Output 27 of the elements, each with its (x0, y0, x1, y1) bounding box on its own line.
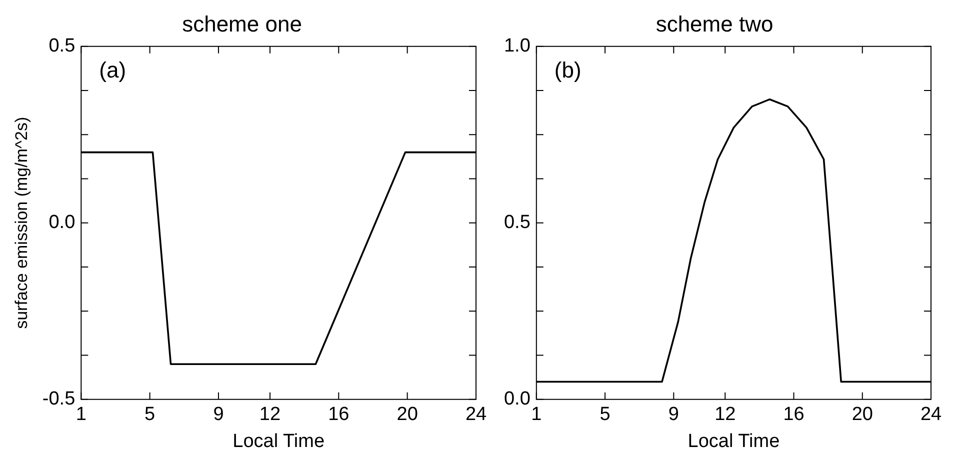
x-tick-label: 9 (668, 404, 679, 426)
x-tick-label: 9 (213, 404, 224, 426)
x-tick-label: 16 (783, 404, 804, 426)
x-tick-label: 5 (144, 404, 156, 426)
x-tick-label: 24 (465, 404, 487, 426)
y-axis-title: surface emission (mg/m^2s) (12, 116, 31, 329)
y-tick-label: 0.5 (48, 36, 76, 57)
y-tick-label: -0.5 (42, 388, 76, 410)
x-tick-label: 5 (600, 404, 610, 426)
y-tick-label: 0.0 (48, 212, 76, 234)
x-tick-label: 20 (396, 404, 418, 426)
chart-title: scheme two (656, 11, 774, 36)
x-tick-label: 24 (920, 404, 942, 426)
x-tick-label: 12 (714, 404, 736, 426)
y-tick-label: 1.0 (504, 36, 530, 57)
chart-title: scheme one (182, 11, 302, 36)
x-tick-label: 1 (76, 404, 86, 426)
x-tick-label: 1 (531, 404, 542, 426)
y-tick-label: 0.5 (504, 212, 530, 234)
x-tick-label: 16 (328, 404, 350, 426)
annotation: (a) (99, 57, 126, 82)
x-tick-label: 20 (852, 404, 873, 426)
x-tick-label: 12 (259, 404, 281, 426)
x-axis-title: Local Time (688, 430, 780, 452)
annotation: (b) (554, 57, 582, 82)
x-axis-title: Local Time (232, 430, 325, 452)
y-tick-label: 0.0 (504, 388, 530, 410)
